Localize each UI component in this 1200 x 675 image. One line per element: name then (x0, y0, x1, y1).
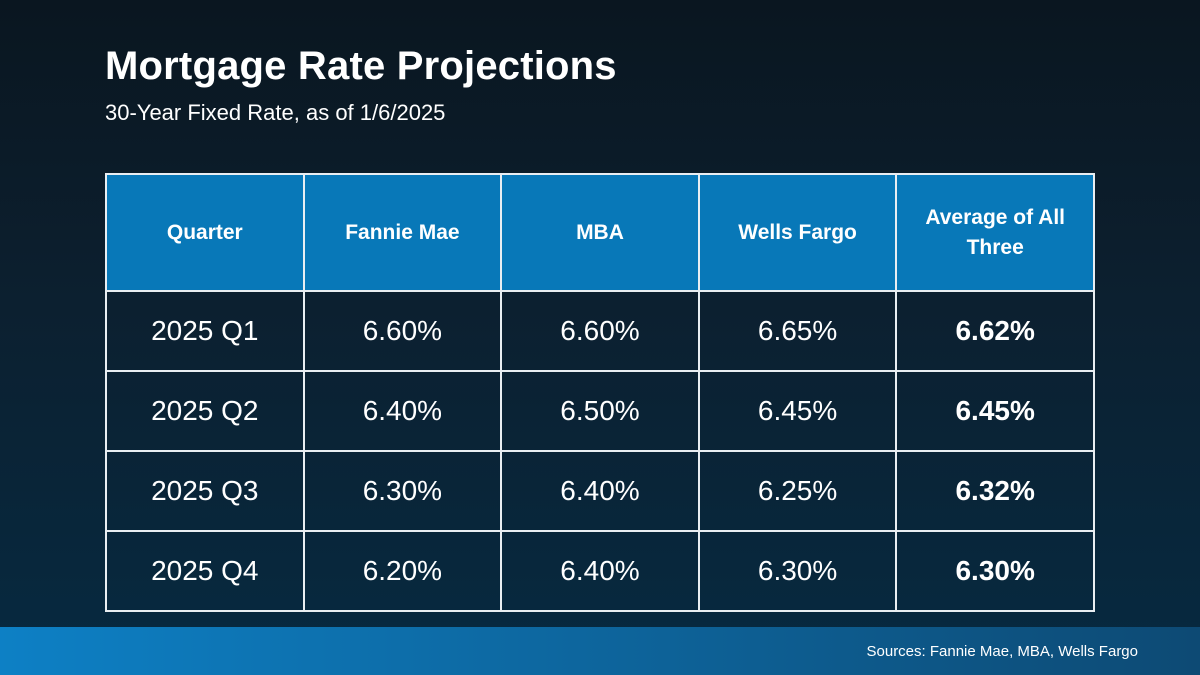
column-header-1: Fannie Mae (302, 173, 503, 292)
footer-bar: Sources: Fannie Mae, MBA, Wells Fargo (0, 627, 1200, 675)
rate-cell: 6.45% (697, 370, 898, 452)
table-row: 2025 Q3 6.30% 6.40% 6.25% 6.32% (105, 450, 1095, 532)
rate-cell: 6.30% (302, 450, 503, 532)
quarter-cell: 2025 Q3 (105, 450, 305, 532)
rate-cell: 6.40% (302, 370, 503, 452)
rate-cell: 6.60% (302, 290, 503, 372)
quarter-cell: 2025 Q4 (105, 530, 305, 612)
quarter-cell: 2025 Q2 (105, 370, 305, 452)
table-row: 2025 Q2 6.40% 6.50% 6.45% 6.45% (105, 370, 1095, 452)
rate-cell: 6.40% (500, 530, 700, 612)
column-header-4: Average of All Three (895, 173, 1095, 292)
column-header-0: Quarter (105, 173, 305, 292)
column-header-2: MBA (500, 173, 700, 292)
table-header: Quarter Fannie Mae MBA Wells Fargo Average o… (105, 173, 1095, 292)
header-row: Quarter Fannie Mae MBA Wells Fargo Average o… (105, 173, 1095, 292)
projection-table: Quarter Fannie Mae MBA Wells Fargo Average o… (105, 173, 1095, 612)
page-subtitle: 30-Year Fixed Rate, as of 1/6/2025 (105, 100, 446, 125)
rate-cell: 6.20% (302, 530, 503, 612)
table-row: 2025 Q1 6.60% 6.60% 6.65% 6.62% (105, 290, 1095, 372)
rate-cell: 6.40% (500, 450, 700, 532)
average-cell: 6.30% (895, 530, 1095, 612)
column-header-3: Wells Fargo (697, 173, 898, 292)
average-cell: 6.32% (895, 450, 1095, 532)
table-row: 2025 Q4 6.20% 6.40% 6.30% 6.30% (105, 530, 1095, 612)
rate-cell: 6.25% (697, 450, 898, 532)
average-cell: 6.62% (895, 290, 1095, 372)
quarter-cell: 2025 Q1 (105, 290, 305, 372)
average-cell: 6.45% (895, 370, 1095, 452)
rate-cell: 6.50% (500, 370, 700, 452)
table-body: 2025 Q1 6.60% 6.60% 6.65% 6.62% 2025 Q2 6.40% 6… (105, 290, 1095, 612)
sources-text: Sources: Fannie Mae, MBA, Wells Fargo (866, 642, 1139, 660)
rate-cell: 6.65% (697, 290, 898, 372)
rate-cell: 6.30% (697, 530, 898, 612)
rate-cell: 6.60% (500, 290, 700, 372)
page-title: Mortgage Rate Projections (105, 44, 617, 88)
